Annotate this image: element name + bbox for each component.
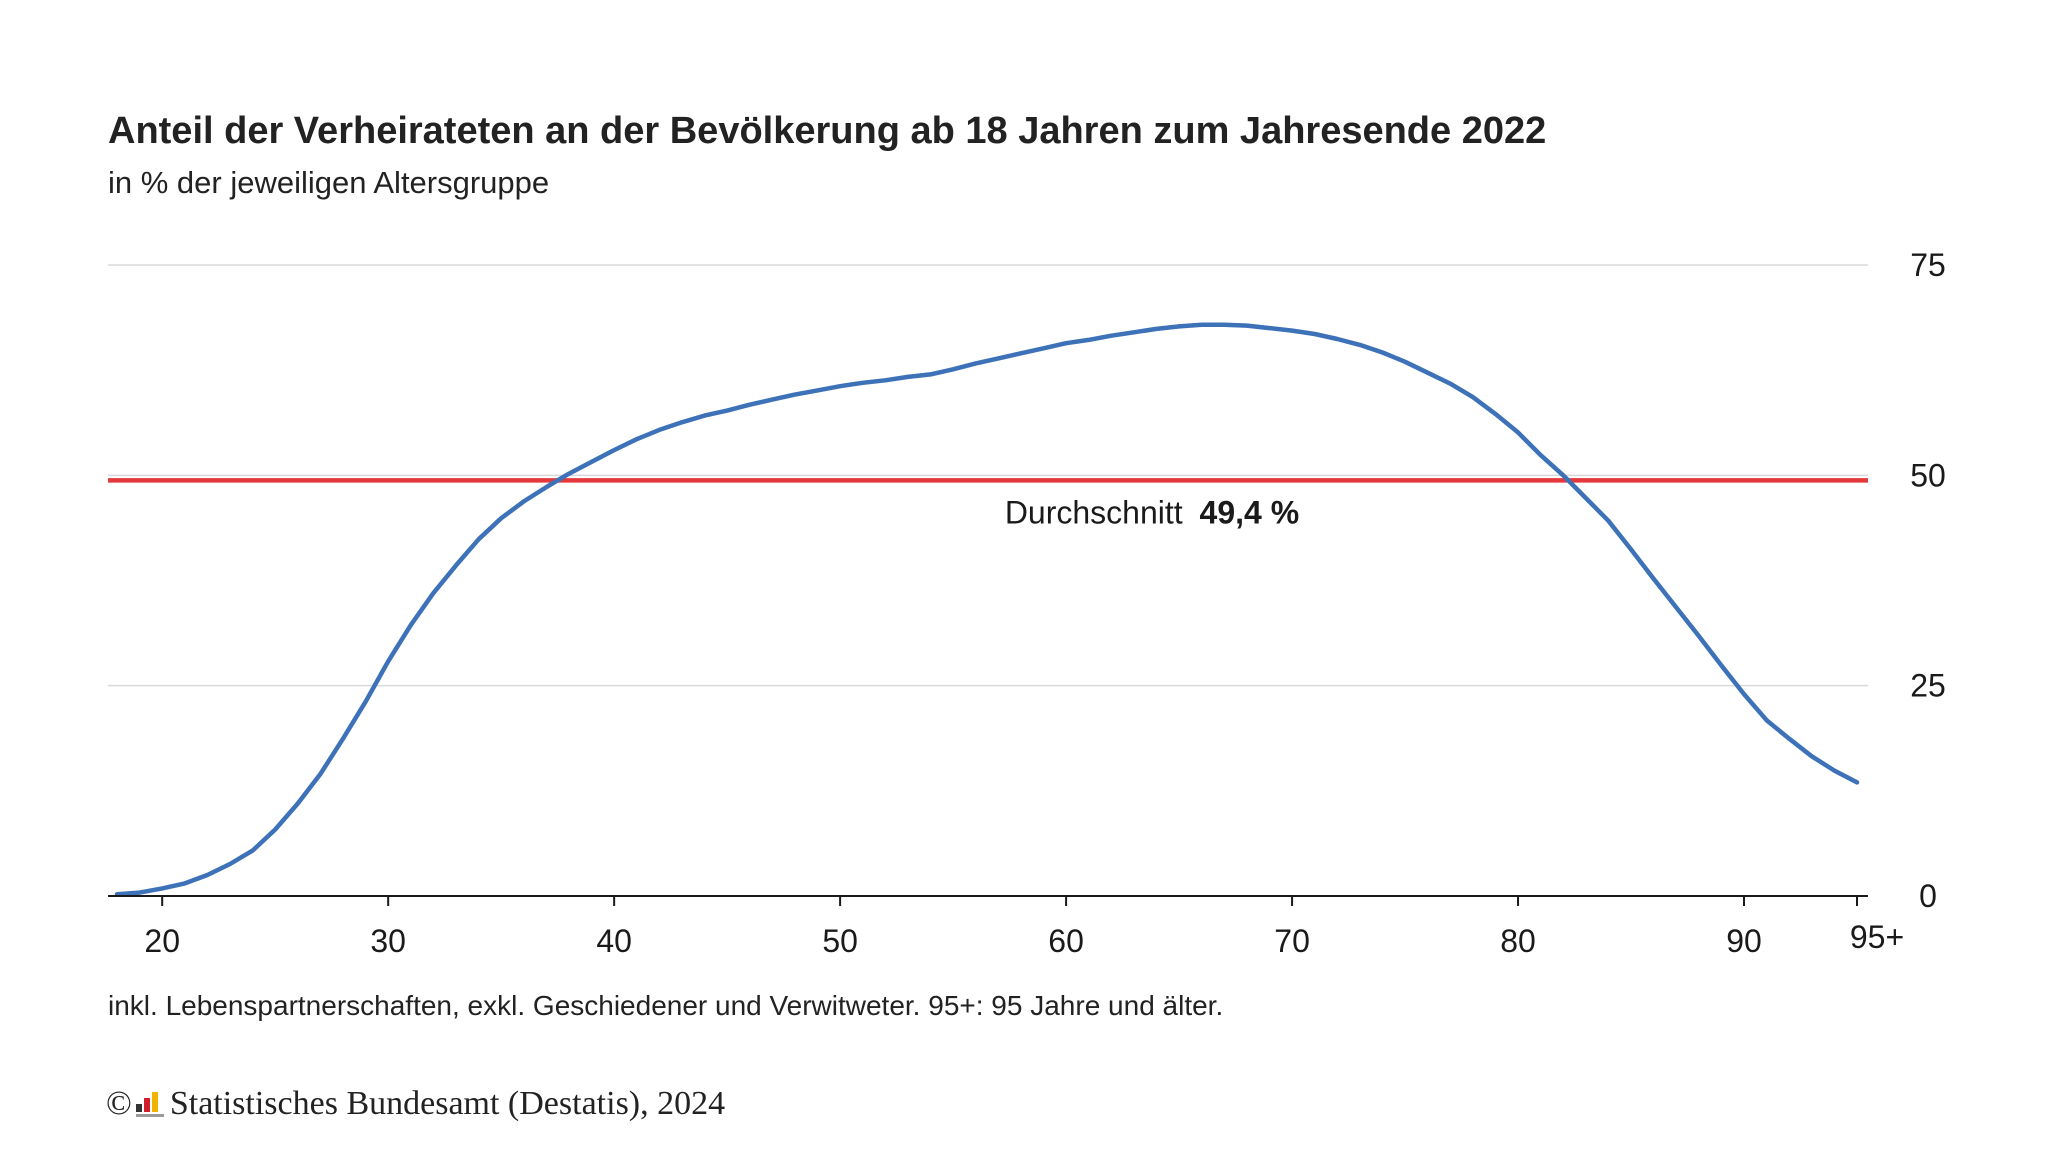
gridlines: [108, 264, 1868, 687]
footnote: inkl. Lebenspartnerschaften, exkl. Gesch…: [108, 990, 1224, 1021]
source-credit: © Statistisches Bundesamt (Destatis), 20…: [106, 1085, 725, 1123]
y-tick-label: 25: [1910, 668, 1946, 704]
x-tick-label: 30: [370, 923, 406, 959]
destatis-logo-icon: [135, 1091, 164, 1117]
x-tick-label: 60: [1048, 923, 1084, 959]
x-tick-label: 70: [1274, 923, 1310, 959]
copyright-symbol: ©: [106, 1085, 132, 1122]
x-tick-label: 80: [1500, 923, 1536, 959]
source-text: Statistisches Bundesamt (Destatis), 2024: [169, 1085, 726, 1122]
average-label-prefix: Durchschnitt: [1005, 494, 1183, 530]
x-tick-label: 40: [596, 923, 632, 959]
y-tick-label: 50: [1910, 457, 1946, 493]
x-tick-label: 50: [822, 923, 858, 959]
x-tick-label: 95+: [1850, 919, 1904, 955]
average-label-value: 49,4 %: [1200, 494, 1300, 530]
series-line: [114, 322, 1860, 897]
x-tick-label: 90: [1726, 923, 1762, 959]
x-tick-label: 20: [144, 923, 180, 959]
average-label: Durchschnitt 49,4 %: [1005, 494, 1299, 530]
y-tick-label: 75: [1910, 247, 1946, 283]
y-tick-label: 0: [1919, 878, 1937, 914]
y-axis-ticks: 0 25 50 75: [1910, 247, 1946, 914]
chart-title: Anteil der Verheirateten an der Bevölker…: [108, 110, 1547, 152]
x-axis: 20 30 40 50 60 70 80 90 95+: [108, 895, 1904, 959]
series-lines: [114, 322, 1860, 897]
chart-subtitle: in % der jeweiligen Altersgruppe: [108, 165, 550, 200]
